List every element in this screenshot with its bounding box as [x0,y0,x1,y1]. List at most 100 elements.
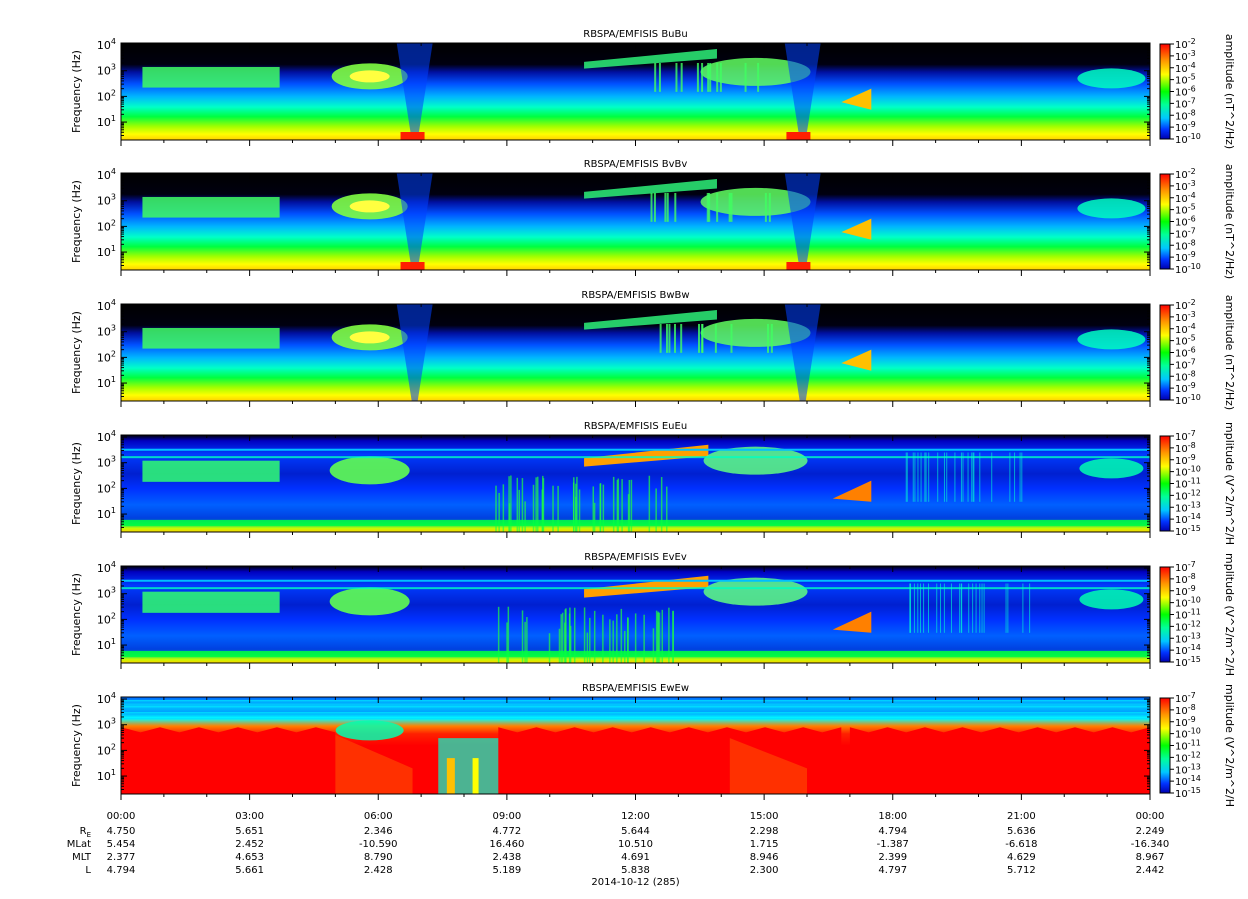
colorbar-tick-label: 10-12 [1175,619,1201,633]
colorbar-tick-label: 10-10 [1175,727,1201,741]
colorbar [1160,174,1170,269]
ephemeris-value: 4.691 [621,852,650,863]
ephemeris-value: 4.653 [235,852,264,863]
spectrogram-panel: RBSPA/EMFISIS EwEw Frequency (Hz) 101 102 10… [70,683,1236,807]
colorbar-tick-label: 10-11 [1175,477,1201,491]
ephemeris-value: 2.452 [235,839,264,850]
x-tick-label: 03:00 [235,811,264,822]
ephemeris-value: 10.510 [618,839,653,850]
panel-title: RBSPA/EMFISIS BwBw [581,290,689,301]
ephemeris-label: L [85,865,91,876]
ephemeris-value: 4.772 [493,826,522,837]
colorbar-tick-label: 10-8 [1175,369,1196,383]
colorbar-tick-label: 10-7 [1175,357,1196,371]
ephemeris-value: 2.249 [1136,826,1165,837]
colorbar-tick-label: 10-11 [1175,739,1201,753]
colorbar-tick-label: 10-3 [1175,179,1196,193]
colorbar-tick-label: 10-11 [1175,608,1201,622]
spectrogram-image [121,435,1150,532]
y-tick-label: 103 [97,455,116,470]
colorbar-tick-label: 10-8 [1175,703,1196,717]
spectrogram-panel: RBSPA/EMFISIS BwBw Frequency (Hz) 101 102 10… [70,290,1236,410]
colorbar-tick-label: 10-9 [1175,584,1196,598]
colorbar-tick-label: 10-14 [1175,643,1201,657]
colorbar-tick-label: 10-2 [1175,167,1196,181]
colorbar-label: mplitude (V^2/m^2/H [1223,684,1236,807]
ephemeris-value: 8.790 [364,852,393,863]
colorbar-tick-label: 10-8 [1175,441,1196,455]
colorbar [1160,567,1170,662]
y-tick-label: 102 [97,480,116,495]
panel-title: RBSPA/EMFISIS EvEv [584,552,687,563]
ephemeris-value: 4.750 [107,826,136,837]
ephemeris-value: 2.442 [1136,865,1165,876]
colorbar-tick-label: 10-9 [1175,250,1196,264]
colorbar-tick-label: 10-9 [1175,120,1196,134]
ephemeris-value: -6.618 [1005,839,1037,850]
colorbar-tick-label: 10-5 [1175,334,1196,348]
y-tick-label: 101 [97,375,116,390]
ephemeris-label: MLat [67,839,91,850]
x-tick-label: 09:00 [492,811,521,822]
ephemeris-value: 8.946 [750,852,779,863]
y-tick-label: 104 [97,691,116,706]
y-axis-label: Frequency (Hz) [70,573,83,656]
colorbar-tick-label: 10-9 [1175,453,1196,467]
panel-title: RBSPA/EMFISIS BvBv [584,159,688,170]
y-axis-label: Frequency (Hz) [70,704,83,787]
ephemeris-value: 2.298 [750,826,779,837]
ephemeris-value: -16.340 [1131,839,1170,850]
colorbar-tick-label: 10-7 [1175,691,1196,705]
ephemeris-table: RE 4.750 5.651 2.346 4.772 5.644 2.298 4.794 5.6… [67,826,1170,876]
ephemeris-value: 5.712 [1007,865,1036,876]
ephemeris-label: RE [80,826,91,839]
colorbar-tick-label: 10-13 [1175,762,1201,776]
colorbar-tick-label: 10-7 [1175,226,1196,240]
colorbar-tick-label: 10-5 [1175,73,1196,87]
ephemeris-value: -1.387 [877,839,909,850]
ephemeris-value: -10.590 [359,839,398,850]
y-tick-label: 103 [97,324,116,339]
colorbar-tick-label: 10-12 [1175,488,1201,502]
y-tick-label: 104 [97,167,116,182]
y-tick-label: 104 [97,37,116,52]
colorbar-tick-label: 10-9 [1175,715,1196,729]
y-tick-label: 103 [97,193,116,208]
y-tick-label: 104 [97,429,116,444]
y-tick-label: 101 [97,637,116,652]
ephemeris-value: 4.797 [878,865,907,876]
y-tick-label: 101 [97,114,116,129]
colorbar-tick-label: 10-14 [1175,512,1201,526]
x-tick-label: 15:00 [750,811,779,822]
y-tick-label: 104 [97,560,116,575]
colorbar-tick-label: 10-3 [1175,49,1196,63]
colorbar-tick-label: 10-13 [1175,500,1201,514]
ephemeris-value: 4.794 [878,826,907,837]
ephemeris-value: 5.189 [493,865,522,876]
colorbar-tick-label: 10-10 [1175,393,1201,407]
spectrogram-panel: RBSPA/EMFISIS EuEu Frequency (Hz) 101 102 10… [70,421,1236,545]
ephemeris-value: 5.636 [1007,826,1036,837]
date-label: 2014-10-12 (285) [591,877,679,888]
y-axis-label: Frequency (Hz) [70,50,83,133]
x-tick-label: 06:00 [364,811,393,822]
colorbar-label: amplitude (nT^2/Hz) [1223,295,1236,410]
colorbar-tick-label: 10-6 [1175,346,1196,360]
colorbar [1160,698,1170,793]
ephemeris-value: 2.300 [750,865,779,876]
ephemeris-value: 4.629 [1007,852,1036,863]
y-tick-label: 102 [97,611,116,626]
x-tick-label: 18:00 [878,811,907,822]
colorbar-tick-label: 10-3 [1175,310,1196,324]
ephemeris-value: 5.661 [235,865,264,876]
colorbar-tick-label: 10-4 [1175,61,1196,75]
ephemeris-value: 2.377 [107,852,136,863]
colorbar-tick-label: 10-10 [1175,596,1201,610]
colorbar-label: mplitude (V^2/m^2/H [1223,422,1236,545]
colorbar-label: amplitude (nT^2/Hz) [1223,34,1236,149]
colorbar-tick-label: 10-12 [1175,750,1201,764]
spectrogram-panel: RBSPA/EMFISIS EvEv Frequency (Hz) 101 102 10… [70,552,1236,676]
y-tick-label: 102 [97,742,116,757]
y-tick-label: 102 [97,88,116,103]
colorbar-tick-label: 10-10 [1175,262,1201,276]
